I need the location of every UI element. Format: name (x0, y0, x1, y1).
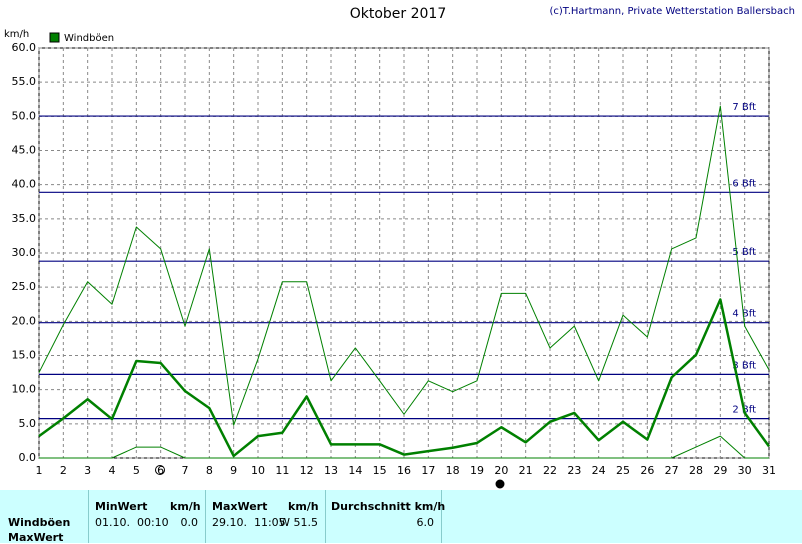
y-tick-label: 40.0 (12, 178, 37, 191)
x-tick-label: 30 (738, 464, 752, 477)
header: MaxWert (212, 500, 268, 513)
y-tick-label: 45.0 (12, 144, 37, 157)
x-tick-label: 26 (640, 464, 654, 477)
separator (88, 490, 89, 543)
series-line (38, 105, 770, 426)
y-tick-label: 55.0 (12, 75, 37, 88)
y-axis-label: km/h (4, 29, 29, 40)
new-moon-icon (495, 479, 505, 489)
x-tick-label: 3 (84, 464, 91, 477)
row-label: Windböen (8, 516, 71, 529)
x-tick-label: 10 (251, 464, 265, 477)
x-tick-label: 24 (592, 464, 606, 477)
x-tick-label: 16 (397, 464, 411, 477)
x-tick-label: 17 (421, 464, 435, 477)
x-tick-label: 5 (133, 464, 140, 477)
x-tick-label: 19 (470, 464, 484, 477)
y-tick-label: 50.0 (12, 109, 37, 122)
x-tick-label: 28 (689, 464, 703, 477)
cell: W 51.5 (279, 516, 318, 529)
chart: Oktober 2017 (c)T.Hartmann, Private Wett… (4, 6, 795, 489)
credit: (c)T.Hartmann, Private Wetterstation Bal… (549, 6, 795, 17)
x-tick-label: 13 (324, 464, 338, 477)
y-tick-label: 20.0 (12, 314, 37, 327)
cell: 01.10. 00:10 (95, 516, 169, 529)
beaufort-label: 5 Bft (732, 247, 756, 258)
header: km/h (288, 500, 319, 513)
x-tick-label: 29 (713, 464, 727, 477)
header: MinWert (95, 500, 148, 513)
summary-table: MinWert km/h MaxWert km/h Durchschnitt k… (0, 490, 802, 544)
x-tick-label: 12 (300, 464, 314, 477)
y-tick-label: 0.0 (19, 451, 37, 464)
x-tick-label: 23 (567, 464, 581, 477)
x-tick-label: 27 (665, 464, 679, 477)
header: km/h (170, 500, 201, 513)
y-tick-label: 30.0 (12, 246, 37, 259)
separator (205, 490, 206, 543)
beaufort-label: 4 Bft (732, 309, 756, 320)
x-tick-label: 20 (494, 464, 508, 477)
series-line (38, 298, 771, 458)
x-tick-label: 22 (543, 464, 557, 477)
x-tick-label: 21 (519, 464, 533, 477)
x-tick-label: 4 (109, 464, 116, 477)
x-tick-label: 31 (762, 464, 776, 477)
separator (325, 490, 326, 543)
beaufort-label: 6 Bft (732, 178, 756, 189)
cell: 29.10. 11:05 (212, 516, 286, 529)
row-label: MaxWert (8, 531, 64, 544)
x-tick-label: 9 (230, 464, 237, 477)
full-moon-icon (155, 465, 165, 475)
y-tick-label: 60.0 (12, 41, 37, 54)
x-tick-label: 2 (60, 464, 67, 477)
x-tick-label: 18 (446, 464, 460, 477)
x-tick-label: 6 (157, 464, 164, 477)
x-tick-label: 8 (206, 464, 213, 477)
y-tick-label: 5.0 (19, 417, 37, 430)
y-tick-label: 25.0 (12, 280, 37, 293)
legend-label: Windböen (64, 33, 114, 44)
x-tick-label: 15 (373, 464, 387, 477)
separator (441, 490, 442, 543)
x-tick-label: 7 (182, 464, 189, 477)
x-tick-label: 1 (36, 464, 43, 477)
x-tick-label: 11 (275, 464, 289, 477)
chart-title: Oktober 2017 (350, 6, 447, 22)
legend-swatch (49, 32, 60, 43)
header: Durchschnitt km/h (331, 500, 446, 513)
y-tick-label: 15.0 (12, 349, 37, 362)
y-tick-label: 35.0 (12, 212, 37, 225)
x-tick-label: 14 (348, 464, 362, 477)
x-tick-label: 25 (616, 464, 630, 477)
cell: 0.0 (180, 516, 199, 529)
cell: 6.0 (416, 516, 435, 529)
beaufort-label: 3 Bft (732, 360, 756, 371)
y-tick-label: 10.0 (12, 383, 37, 396)
series-line (39, 435, 769, 459)
beaufort-label: 7 Bft (732, 102, 756, 113)
